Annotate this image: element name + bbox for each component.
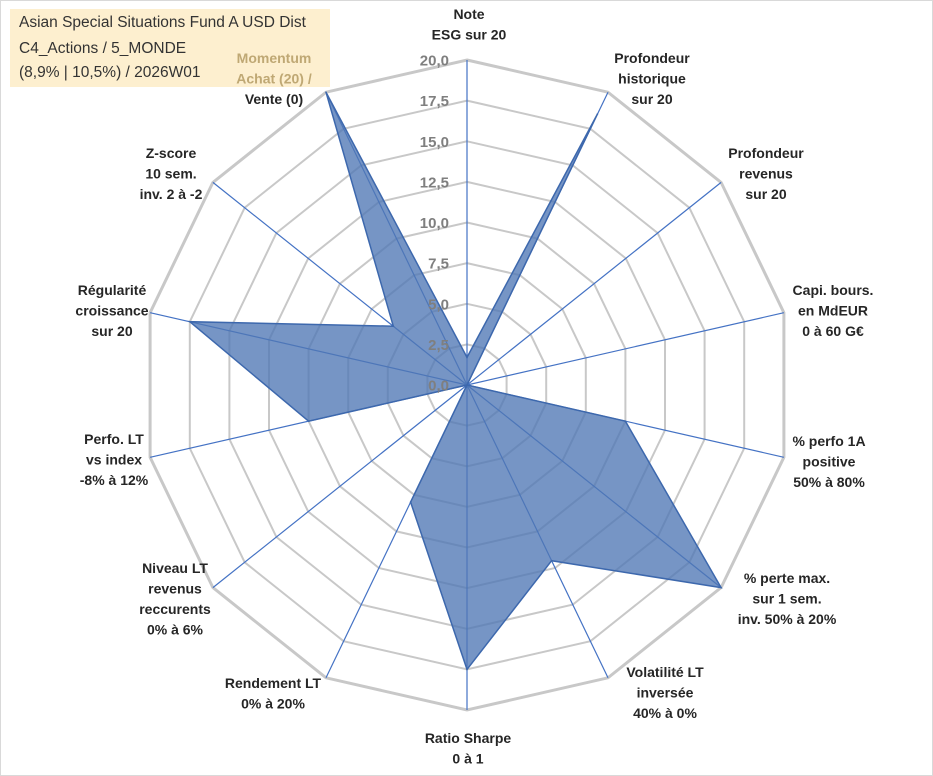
fund-name: Asian Special Situations Fund A USD Dist [19,14,306,31]
axis-label-line: Volatilité LT [626,664,704,680]
fund-stats: (8,9% | 10,5%) / 2026W01 [19,64,201,81]
axis-label-line: Profondeur [614,50,690,66]
axis-label-13: Momentum Achat (20) / Vente (0) [236,50,312,107]
axis-label-11: Régularité croissance sur 20 [75,282,148,339]
axis-label-line: Ratio Sharpe [425,730,512,746]
fund-category: C4_Actions / 5_MONDE [19,40,187,57]
axis-label-9: Niveau LT revenus reccurents 0% à 6% [139,560,211,638]
axis-label-line: % perfo 1A [792,433,865,449]
tick-label: 0,0 [428,378,449,395]
series-area-0 [187,91,723,671]
axis-label-line: reccurents [139,601,211,617]
axis-label-line: Capi. bours. [793,282,874,298]
axis-label-line: sur 20 [91,323,132,339]
axis-label-line: positive [803,454,856,470]
axis-label-line: vs index [86,452,142,468]
axis-label-line: Z-score [146,145,197,161]
axis-label-line: Profondeur [728,145,804,161]
axis-label-line: 0 à 1 [452,751,483,767]
axis-label-1: Profondeur historique sur 20 [614,50,690,107]
spoke-3 [466,312,785,386]
axis-label-line: Niveau LT [142,560,208,576]
data-point-1 [596,113,599,115]
axis-label-4: % perfo 1A positive 50% à 80% [792,433,865,490]
axis-label-line: Note [453,6,484,22]
axis-label-line: historique [618,71,686,87]
axis-label-3: Capi. bours. en MdEUR 0 à 60 G€ [793,282,874,339]
axis-label-line: 50% à 80% [793,474,865,490]
data-point-0 [466,356,468,359]
radar-tick-labels: 0,0 2,5 5,0 7,5 10,0 12,5 15,0 17,5 20,0 [420,53,449,395]
radar-axis-labels: Note ESG sur 20 Profondeur historique sur 20… [75,6,873,767]
data-point-7 [466,668,468,671]
data-point-12 [392,325,395,328]
tick-label: 17,5 [420,93,449,110]
axis-label-line: revenus [739,166,793,182]
tick-label: 5,0 [428,296,449,313]
tick-label: 10,0 [420,215,449,232]
axis-label-line: 0% à 20% [241,696,305,712]
spoke-9 [212,384,468,589]
axis-label-line: 0% à 6% [147,622,204,638]
axis-label-line: sur 20 [745,186,786,202]
axis-label-12: Z-score 10 sem. inv. 2 à -2 [140,145,203,202]
axis-label-line: 40% à 0% [633,705,697,721]
radar-series-layer [187,91,723,671]
axis-label-10: Perfo. LT vs index -8% à 12% [80,431,149,488]
data-point-5 [720,586,722,589]
axis-label-line: sur 20 [631,91,672,107]
axis-label-line: Perfo. LT [84,431,144,447]
tick-label: 20,0 [420,53,449,70]
fund-info-box: Asian Special Situations Fund A USD Dist… [10,9,330,87]
tick-label: 2,5 [428,337,449,354]
axis-label-line: croissance [75,303,148,319]
axis-label-5: % perte max. sur 1 sem. inv. 50% à 20% [738,570,837,627]
spoke-2 [466,181,722,386]
data-point-11 [189,320,191,323]
data-point-4 [624,420,627,423]
axis-label-line: Vente (0) [245,91,303,107]
data-point-9 [466,384,468,386]
axis-label-line: sur 1 sem. [752,591,821,607]
tick-label: 12,5 [420,174,449,191]
axis-label-line: Rendement LT [225,675,322,691]
tick-label: 7,5 [428,256,449,273]
axis-label-7: Ratio Sharpe 0 à 1 [425,730,512,767]
axis-label-line: Achat (20) / [236,71,312,87]
axis-label-0: Note ESG sur 20 [432,6,507,43]
axis-label-line: ESG sur 20 [432,27,507,43]
axis-label-line: % perte max. [744,570,830,586]
axis-label-line: revenus [148,581,202,597]
axis-label-line: Momentum [237,50,312,66]
axis-label-6: Volatilité LT inversée 40% à 0% [626,664,704,721]
axis-label-line: 10 sem. [145,166,196,182]
data-point-10 [307,420,310,423]
axis-label-line: inv. 2 à -2 [140,186,203,202]
axis-label-line: inversée [637,685,694,701]
axis-label-line: Régularité [78,282,147,298]
axis-label-line: -8% à 12% [80,472,149,488]
axis-label-line: en MdEUR [798,303,868,319]
axis-label-8: Rendement LT 0% à 20% [225,675,322,712]
axis-label-2: Profondeur revenus sur 20 [728,145,804,202]
axis-label-line: inv. 50% à 20% [738,611,837,627]
tick-label: 15,0 [420,134,449,151]
axis-label-line: 0 à 60 G€ [802,323,864,339]
data-point-8 [409,501,412,503]
data-point-6 [550,559,553,562]
data-point-13 [325,91,327,93]
